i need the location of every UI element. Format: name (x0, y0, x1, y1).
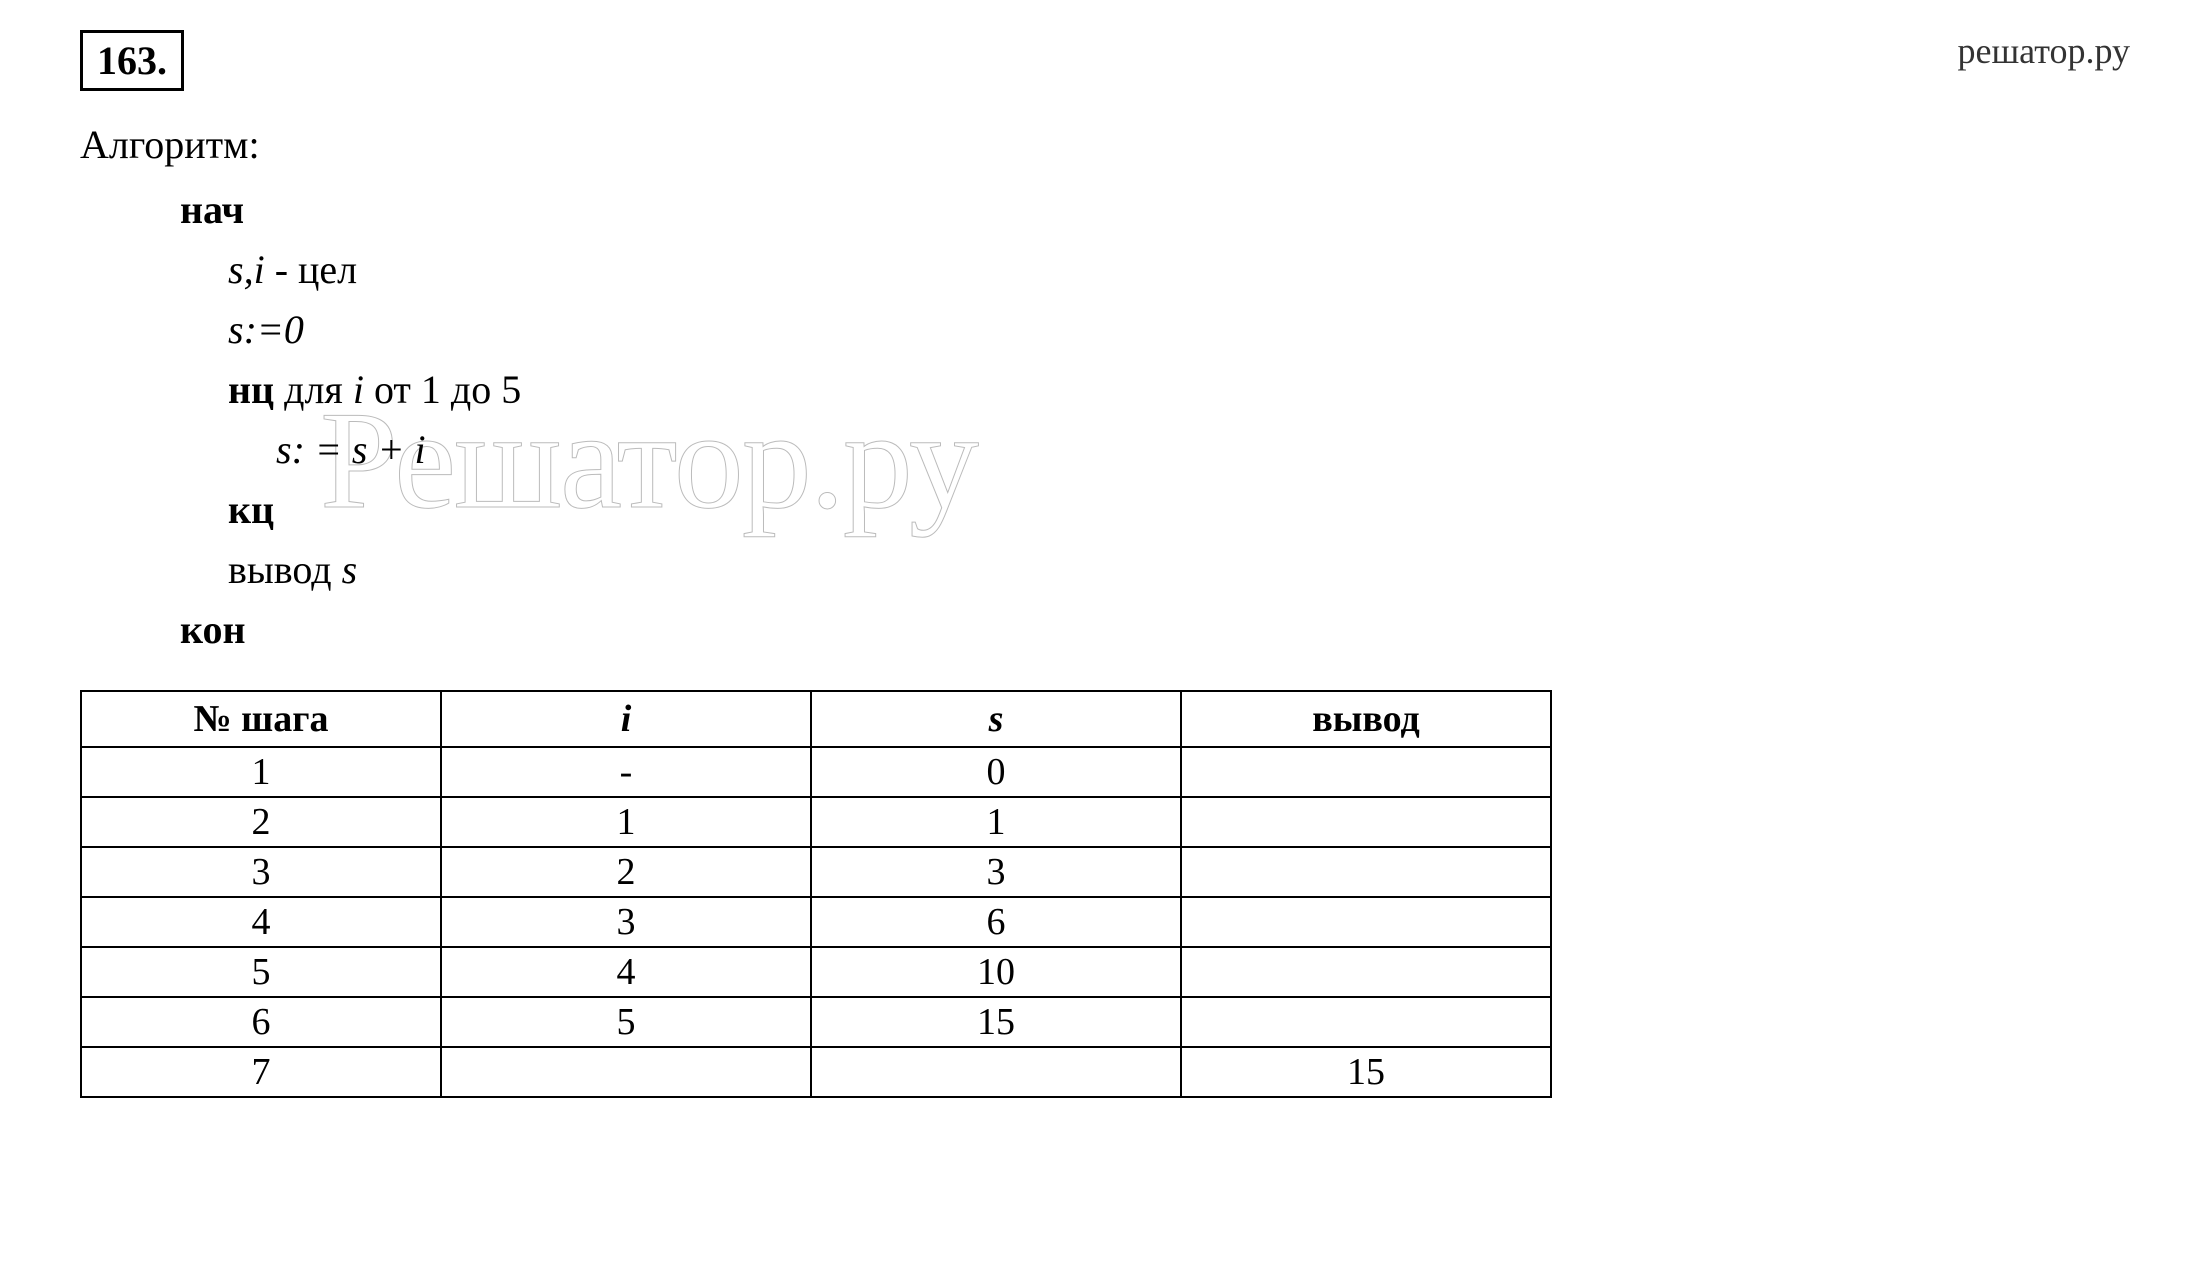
table-row: 1 - 0 (81, 747, 1551, 797)
cell-s (811, 1047, 1181, 1097)
header-step: № шага (81, 691, 441, 747)
algo-line-loop-start: нц для i от 1 до 5 (180, 360, 2130, 420)
algo-line-body: s: = s + i (180, 420, 2130, 480)
algo-line-init: s:=0 (180, 300, 2130, 360)
algo-output-text: вывод (228, 547, 342, 592)
content-area: 163. Алгоритм: нач s,i - цел s:=0 нц для… (60, 30, 2130, 1098)
trace-table: № шага i s вывод 1 - 0 2 1 1 3 2 3 (80, 690, 1552, 1098)
cell-out: 15 (1181, 1047, 1551, 1097)
cell-i: 4 (441, 947, 811, 997)
cell-step: 3 (81, 847, 441, 897)
algo-line-output: вывод s (180, 540, 2130, 600)
algo-loop-text1: для (274, 367, 353, 412)
algo-vars: s,i (228, 247, 265, 292)
algo-loop-var: i (353, 367, 364, 412)
header-i: i (441, 691, 811, 747)
table-row: 4 3 6 (81, 897, 1551, 947)
cell-s: 1 (811, 797, 1181, 847)
cell-out (1181, 797, 1551, 847)
algo-loop-keyword: нц (228, 367, 274, 412)
cell-i (441, 1047, 811, 1097)
cell-out (1181, 897, 1551, 947)
cell-s: 3 (811, 847, 1181, 897)
algo-output-var: s (342, 547, 358, 592)
cell-out (1181, 747, 1551, 797)
cell-i: 1 (441, 797, 811, 847)
cell-i: 2 (441, 847, 811, 897)
algo-decl-rest: - цел (265, 247, 357, 292)
cell-i: 3 (441, 897, 811, 947)
table-header-row: № шага i s вывод (81, 691, 1551, 747)
cell-s: 15 (811, 997, 1181, 1047)
cell-out (1181, 947, 1551, 997)
algorithm-block: нач s,i - цел s:=0 нц для i от 1 до 5 s:… (180, 180, 2130, 660)
algo-loop-text2: от 1 до 5 (364, 367, 521, 412)
cell-step: 5 (81, 947, 441, 997)
cell-out (1181, 997, 1551, 1047)
header-output: вывод (1181, 691, 1551, 747)
algo-line-begin: нач (180, 180, 2130, 240)
cell-step: 1 (81, 747, 441, 797)
cell-step: 7 (81, 1047, 441, 1097)
algo-line-loop-end: кц (180, 480, 2130, 540)
header-s: s (811, 691, 1181, 747)
table-row: 3 2 3 (81, 847, 1551, 897)
cell-i: - (441, 747, 811, 797)
table-row: 6 5 15 (81, 997, 1551, 1047)
cell-i: 5 (441, 997, 811, 1047)
cell-s: 10 (811, 947, 1181, 997)
cell-step: 2 (81, 797, 441, 847)
table-row: 2 1 1 (81, 797, 1551, 847)
table-row: 5 4 10 (81, 947, 1551, 997)
cell-step: 6 (81, 997, 441, 1047)
cell-out (1181, 847, 1551, 897)
algorithm-label: Алгоритм: (80, 121, 2130, 168)
algo-line-end: кон (180, 600, 2130, 660)
cell-s: 6 (811, 897, 1181, 947)
cell-s: 0 (811, 747, 1181, 797)
problem-number: 163. (80, 30, 184, 91)
table-row: 7 15 (81, 1047, 1551, 1097)
algo-line-decl: s,i - цел (180, 240, 2130, 300)
cell-step: 4 (81, 897, 441, 947)
